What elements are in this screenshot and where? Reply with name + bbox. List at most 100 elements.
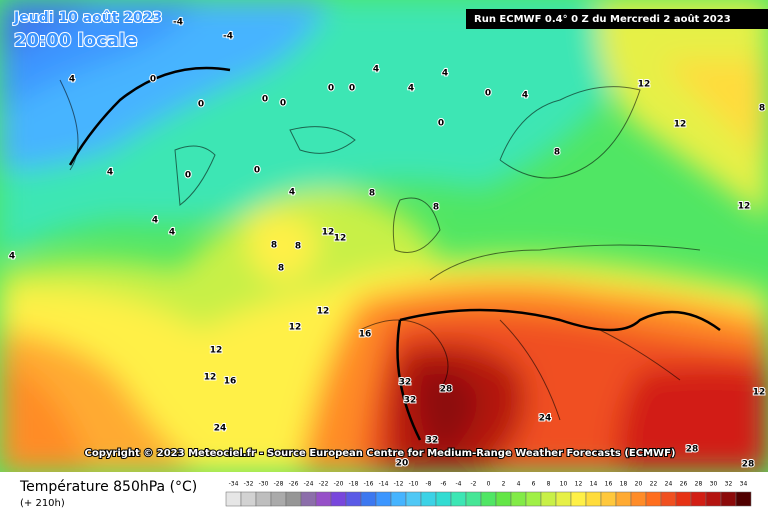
colorbar-label: 22 bbox=[650, 481, 658, 488]
contour-label: 8 bbox=[278, 264, 284, 274]
forecast-date: Jeudi 10 août 2023 bbox=[13, 10, 162, 26]
contour-label: 0 bbox=[280, 99, 286, 109]
colorbar-swatch bbox=[285, 491, 302, 507]
contour-label: 8 bbox=[369, 189, 375, 199]
contour-label: 32 bbox=[426, 436, 439, 446]
colorbar-label: 0 bbox=[487, 481, 491, 488]
contour-label: 28 bbox=[440, 385, 453, 395]
colorbar-swatch bbox=[555, 491, 572, 507]
colorbar-label: -30 bbox=[259, 481, 269, 488]
contour-label: 12 bbox=[289, 323, 302, 333]
coastlines bbox=[59, 79, 701, 421]
contour-label: 0 bbox=[185, 171, 191, 181]
contour-label: 28 bbox=[742, 460, 755, 470]
copyright: Copyright © 2023 Meteociel.fr - Source E… bbox=[85, 448, 676, 459]
legend-subtitle: (+ 210h) bbox=[20, 498, 65, 509]
colorbar-label: -20 bbox=[334, 481, 344, 488]
colorbar-swatch bbox=[690, 491, 707, 507]
colorbar-swatch bbox=[630, 491, 647, 507]
colorbar-swatch bbox=[735, 491, 752, 507]
legend-title: Température 850hPa (°C) bbox=[19, 479, 197, 495]
contour-label: 0 bbox=[150, 75, 156, 85]
contour-label: 0 bbox=[198, 100, 204, 110]
colorbar-label: 16 bbox=[605, 481, 613, 488]
colorbar-label: 26 bbox=[680, 481, 688, 488]
contour-label: 4 bbox=[522, 91, 528, 101]
colorbar-label: 8 bbox=[547, 481, 551, 488]
colorbar-swatch bbox=[510, 491, 527, 507]
colorbar-swatch bbox=[390, 491, 407, 507]
colorbar-swatch bbox=[225, 491, 242, 507]
colorbar-label: -22 bbox=[319, 481, 329, 488]
contour-label: 0 bbox=[349, 84, 355, 94]
contour-label: 32 bbox=[404, 396, 417, 406]
colorbar-label: -6 bbox=[441, 481, 447, 488]
contour-label: 24 bbox=[539, 414, 552, 424]
contour-label: 4 bbox=[9, 252, 15, 262]
colorbar-swatch bbox=[300, 491, 317, 507]
colorbar-swatch bbox=[705, 491, 722, 507]
thick-isotherms bbox=[68, 66, 721, 441]
colorbar-label: -10 bbox=[409, 481, 419, 488]
colorbar-label: 2 bbox=[502, 481, 506, 488]
contour-label: 12 bbox=[204, 373, 217, 383]
contour-label: 12 bbox=[738, 202, 751, 212]
colorbar-swatch bbox=[570, 491, 587, 507]
colorbar-swatch bbox=[270, 491, 287, 507]
contour-label: -4 bbox=[173, 18, 183, 28]
temperature-field bbox=[0, 0, 768, 472]
colorbar-label: -32 bbox=[244, 481, 254, 488]
colorbar-swatch bbox=[360, 491, 377, 507]
colorbar-swatch bbox=[540, 491, 557, 507]
contour-label: 0 bbox=[328, 84, 334, 94]
colorbar-swatch bbox=[495, 491, 512, 507]
colorbar-swatch bbox=[255, 491, 272, 507]
contour-label: 12 bbox=[317, 307, 330, 317]
colorbar-label: 6 bbox=[532, 481, 536, 488]
colorbar-label: -12 bbox=[394, 481, 404, 488]
contour-label: 4 bbox=[152, 216, 158, 226]
colorbar-swatch bbox=[720, 491, 737, 507]
contour-label: 0 bbox=[438, 119, 444, 129]
colorbar-swatch bbox=[465, 491, 482, 507]
contour-label: -4 bbox=[223, 32, 233, 42]
contour-label: 8 bbox=[271, 241, 277, 251]
contour-label: 12 bbox=[322, 228, 335, 238]
colorbar-swatch bbox=[615, 491, 632, 507]
colorbar-label: -28 bbox=[274, 481, 284, 488]
colorbar-label: -18 bbox=[349, 481, 359, 488]
colorbar-swatch bbox=[525, 491, 542, 507]
contour-label: 8 bbox=[554, 148, 560, 158]
contour-label: 4 bbox=[442, 69, 448, 79]
colorbar-label: 18 bbox=[620, 481, 628, 488]
colorbar-label: -34 bbox=[229, 481, 239, 488]
contour-label: 28 bbox=[686, 445, 699, 455]
colorbar-swatch bbox=[330, 491, 347, 507]
header-layer bbox=[466, 9, 768, 29]
contour-label: 16 bbox=[224, 377, 237, 387]
colorbar-swatch bbox=[420, 491, 437, 507]
colorbar-label: 14 bbox=[590, 481, 598, 488]
contour-label: 12 bbox=[753, 388, 766, 398]
contour-label: 8 bbox=[759, 104, 765, 114]
colorbar-swatch bbox=[480, 491, 497, 507]
colorbar-label: 30 bbox=[710, 481, 718, 488]
contour-label: 0 bbox=[262, 95, 268, 105]
colorbar-label: -14 bbox=[379, 481, 389, 488]
colorbar-swatch bbox=[600, 491, 617, 507]
colorbar-swatch bbox=[345, 491, 362, 507]
colorbar-label: -16 bbox=[364, 481, 374, 488]
contour-label: 12 bbox=[638, 80, 651, 90]
contour-label: 24 bbox=[214, 424, 227, 434]
colorbar-swatch bbox=[405, 491, 422, 507]
contour-label: 4 bbox=[408, 84, 414, 94]
contour-label: 4 bbox=[289, 188, 295, 198]
run-label: Run ECMWF 0.4° 0 Z du Mercredi 2 août 20… bbox=[474, 13, 731, 25]
contour-label: 12 bbox=[210, 346, 223, 356]
contour-label: 4 bbox=[69, 75, 75, 85]
colorbar-label: 24 bbox=[665, 481, 673, 488]
contour-label: 8 bbox=[433, 203, 439, 213]
colorbar-label: 12 bbox=[575, 481, 583, 488]
